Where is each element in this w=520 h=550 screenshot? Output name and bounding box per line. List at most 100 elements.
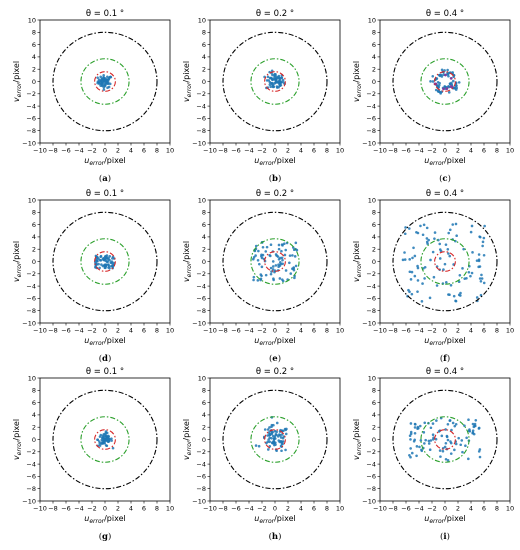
data-point — [431, 80, 435, 83]
y-tick-label: 10 — [198, 196, 206, 204]
data-point — [270, 423, 274, 427]
y-tick-label: 4 — [202, 233, 206, 241]
data-point — [403, 258, 407, 261]
x-tick-label: 4 — [129, 327, 133, 335]
data-point — [447, 293, 450, 296]
data-point — [100, 80, 104, 83]
x-tick-label: −4 — [414, 505, 424, 513]
y-tick-label: −2 — [26, 448, 36, 456]
data-point — [448, 419, 452, 422]
data-point — [459, 294, 462, 297]
data-point — [412, 440, 416, 443]
panel-caption: (a) — [99, 173, 111, 184]
data-point — [412, 246, 415, 250]
data-point — [418, 445, 421, 449]
y-axis-label: verror/pixel — [182, 419, 193, 460]
data-point — [429, 258, 432, 262]
x-tick-label: −8 — [218, 147, 228, 155]
data-point — [268, 432, 271, 436]
data-point — [429, 439, 433, 442]
data-point — [480, 277, 484, 280]
x-tick-label: −4 — [74, 147, 84, 155]
reference-circle — [434, 429, 456, 450]
y-tick-label: −2 — [366, 448, 376, 456]
data-point — [107, 439, 111, 443]
y-tick-label: 8 — [202, 387, 206, 395]
data-point — [453, 448, 456, 452]
data-point — [275, 85, 279, 88]
data-point — [461, 450, 464, 454]
x-tick-label: 2 — [116, 147, 120, 155]
data-point — [447, 252, 450, 255]
x-tick-label: −2 — [257, 147, 267, 155]
x-tick-label: −2 — [87, 505, 97, 513]
data-point — [413, 254, 417, 258]
reference-circle — [392, 211, 498, 312]
data-point — [280, 433, 284, 436]
x-tick-label: −2 — [427, 505, 437, 513]
x-tick-label: 6 — [482, 147, 486, 155]
y-tick-label: −4 — [366, 282, 376, 290]
y-tick-label: −10 — [192, 139, 206, 147]
data-point — [411, 256, 414, 260]
data-point — [100, 441, 103, 445]
data-point — [269, 272, 273, 276]
data-point — [424, 438, 427, 442]
y-tick-label: −10 — [22, 139, 36, 147]
y-tick-label: 8 — [32, 387, 36, 395]
panel-caption: (g) — [99, 531, 112, 542]
x-tick-label: 10 — [506, 505, 514, 513]
data-point — [110, 437, 113, 440]
data-point — [454, 222, 458, 226]
y-axis-label: verror/pixel — [182, 241, 193, 282]
data-point — [271, 430, 274, 434]
data-point — [101, 436, 105, 440]
x-axis-label: uerror/pixel — [424, 156, 465, 167]
data-point — [433, 231, 437, 234]
data-point — [408, 258, 411, 261]
x-tick-label: 2 — [286, 505, 290, 513]
data-point — [454, 422, 458, 426]
data-point — [437, 73, 441, 77]
data-point — [106, 79, 109, 82]
x-tick-label: 8 — [155, 147, 159, 155]
data-point — [471, 422, 475, 426]
data-point — [99, 258, 103, 262]
data-point — [103, 84, 107, 88]
data-point — [97, 262, 100, 266]
data-point — [467, 270, 471, 274]
data-point — [429, 80, 432, 83]
data-point — [269, 254, 272, 258]
data-point — [431, 422, 435, 425]
data-point — [455, 234, 458, 238]
data-point-highlight — [442, 87, 445, 91]
x-tick-label: −6 — [231, 147, 241, 155]
data-point — [274, 253, 278, 256]
y-tick-label: 4 — [372, 411, 376, 419]
data-point — [421, 282, 424, 285]
y-tick-label: 10 — [28, 16, 36, 24]
data-point — [280, 249, 283, 253]
data-point — [105, 257, 108, 260]
data-point — [288, 261, 291, 265]
data-point — [423, 421, 427, 425]
y-tick-label: 0 — [372, 258, 376, 266]
data-point — [479, 279, 483, 283]
data-point — [294, 241, 298, 245]
data-point — [457, 280, 461, 283]
data-point — [451, 79, 455, 83]
data-point — [270, 81, 273, 85]
data-point — [281, 442, 284, 446]
data-point — [279, 428, 282, 432]
data-point — [277, 76, 280, 79]
y-tick-label: 8 — [372, 209, 376, 217]
data-point — [279, 436, 283, 439]
reference-circle — [420, 58, 470, 105]
data-point — [415, 454, 418, 458]
reference-circle — [250, 238, 300, 285]
data-point — [408, 270, 412, 274]
data-point — [274, 443, 277, 446]
y-tick-label: 6 — [32, 221, 36, 229]
data-point — [449, 283, 453, 287]
